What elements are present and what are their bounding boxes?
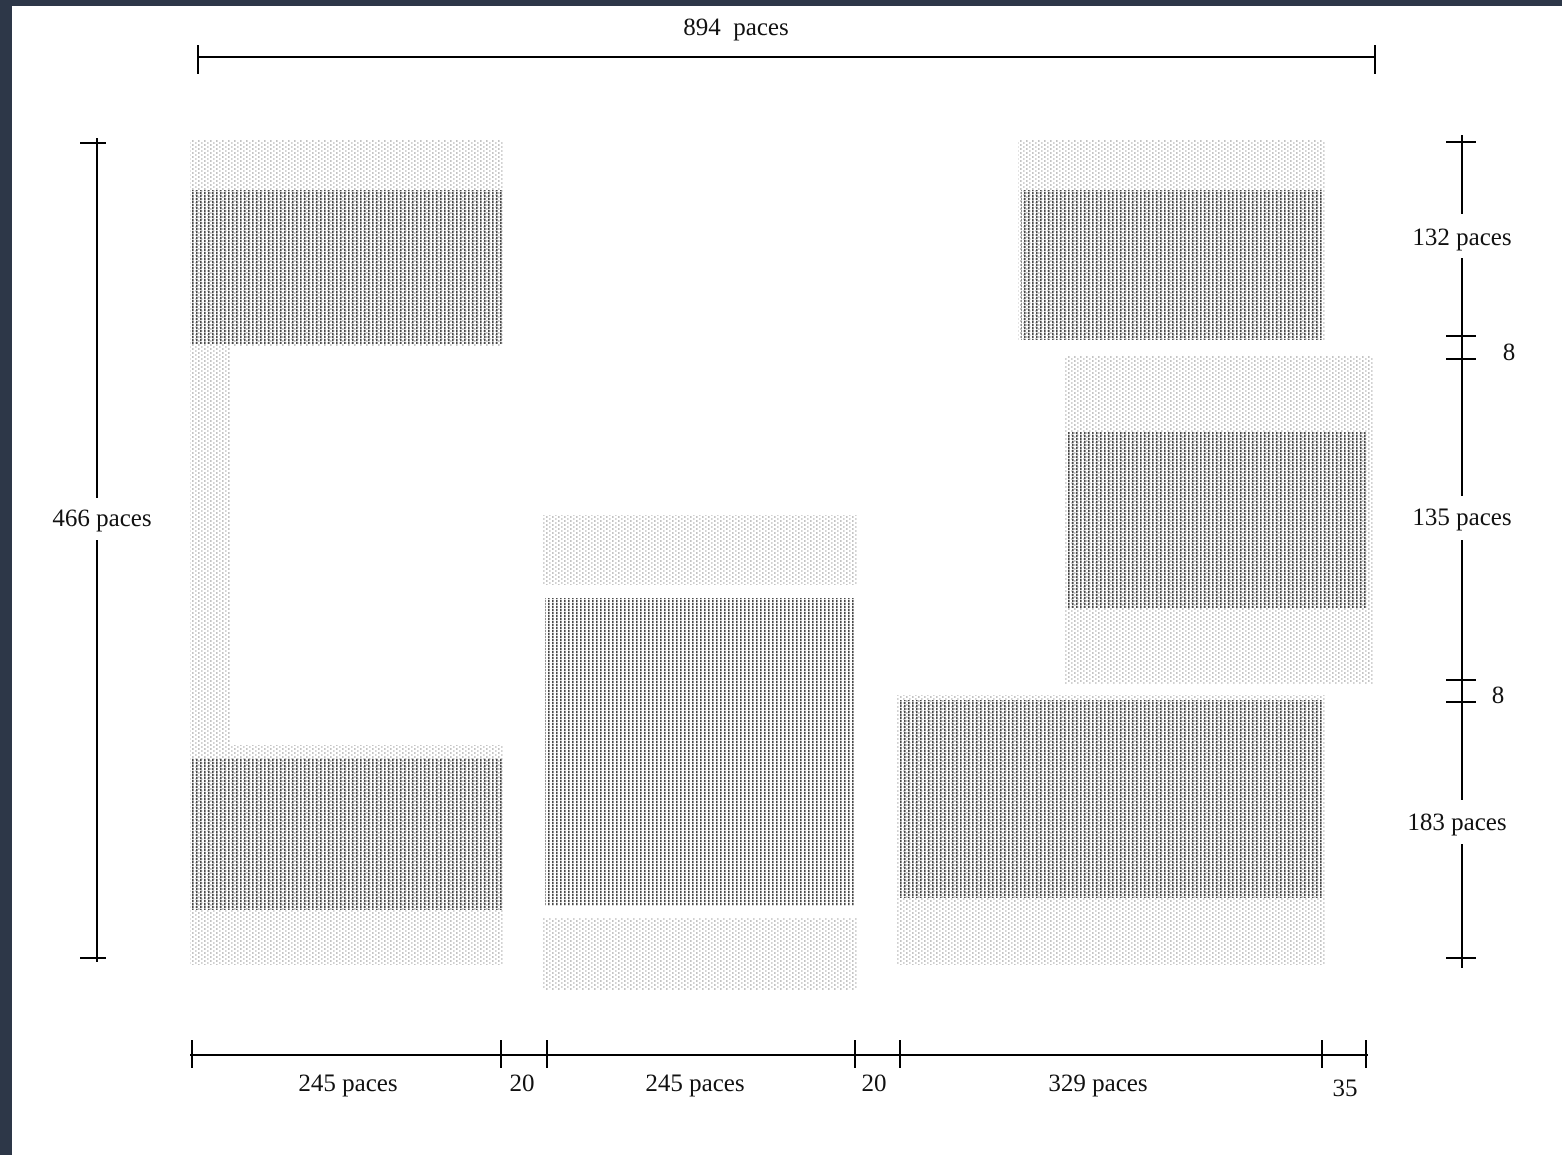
dimension-left-total-height: 466 paces (42, 138, 164, 962)
block-right-bottom (896, 695, 1326, 965)
block-left-bottom-core (192, 758, 502, 910)
block-left-top (190, 140, 503, 346)
block-center-halo-bottom (543, 918, 857, 990)
dimension-bottom-chain: 245 paces 20 245 paces 20 329 paces 35 (190, 1040, 1368, 1102)
right-bottom-label: 183 paces (1407, 809, 1506, 836)
block-right-top (1018, 140, 1326, 340)
right-middle-label: 135 paces (1412, 504, 1511, 531)
block-right-bottom-core (898, 700, 1324, 898)
block-right-middle-core (1066, 432, 1368, 608)
right-gap-1-label: 8 (1503, 339, 1516, 366)
dimension-top-total-width: 894 paces (197, 14, 1376, 74)
bottom-end-label: 35 (1333, 1075, 1358, 1102)
bottom-block-1-label: 245 paces (298, 1070, 397, 1097)
block-left-connector-strip (190, 344, 230, 758)
block-left-top-core (192, 190, 502, 344)
block-center-core (545, 598, 856, 906)
block-right-middle (1064, 356, 1374, 684)
block-center-halo-top (543, 515, 857, 585)
block-left-connector (190, 344, 230, 758)
block-center (543, 515, 857, 990)
right-top-label: 132 paces (1412, 224, 1511, 251)
bottom-gap-2-label: 20 (862, 1070, 887, 1097)
bottom-gap-1-label: 20 (510, 1070, 535, 1097)
dimension-right-chain: 132 paces 8 135 paces 8 183 paces (1396, 135, 1526, 968)
right-gap-2-label: 8 (1492, 682, 1505, 709)
bottom-block-2-label: 245 paces (645, 1070, 744, 1097)
block-right-top-core (1021, 190, 1324, 340)
total-height-label: 466 paces (52, 505, 151, 532)
total-width-label: 894 paces (683, 14, 789, 41)
block-left-bottom (190, 745, 503, 965)
bottom-block-3-label: 329 paces (1048, 1070, 1147, 1097)
